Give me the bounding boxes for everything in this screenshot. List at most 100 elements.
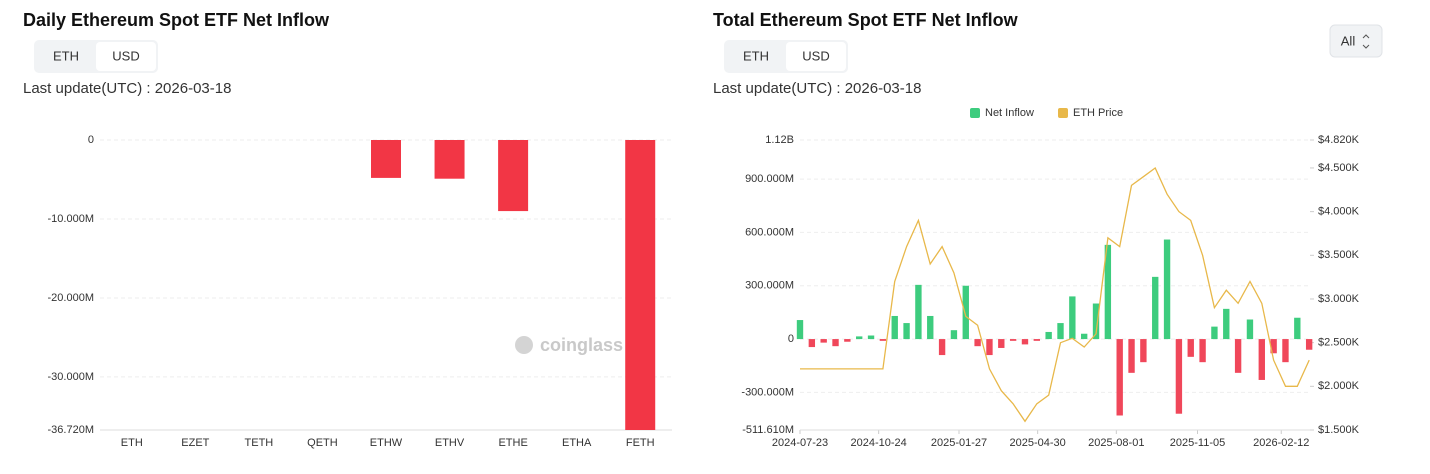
bar — [1152, 276, 1159, 340]
x-tick-label: TETH — [245, 437, 274, 449]
bar — [1234, 339, 1242, 373]
y-tick-label: 600.000M — [745, 226, 794, 238]
x-tick-label: ETHW — [370, 437, 403, 449]
bar — [796, 320, 804, 340]
bar — [1282, 339, 1289, 363]
bar — [1033, 339, 1041, 341]
line — [800, 167, 1310, 423]
legend-label: ETH Price — [1073, 107, 1123, 119]
bar — [938, 339, 946, 356]
bar — [927, 315, 934, 340]
y2-tick-label: $2.000K — [1318, 380, 1360, 392]
y-tick-label: 0 — [88, 134, 94, 146]
bar — [820, 339, 827, 343]
x-tick-label: ETHA — [562, 437, 592, 449]
y-tick-label: -30.000M — [48, 371, 94, 383]
y-tick-label: 300.000M — [745, 280, 794, 292]
last-update: Last update(UTC) : 2026-03-18 — [713, 80, 921, 97]
bar — [371, 140, 401, 178]
range-select[interactable] — [1329, 24, 1383, 58]
bar — [1092, 303, 1100, 340]
last-update: Last update(UTC) : 2026-03-18 — [23, 80, 231, 97]
legend-swatch — [1058, 108, 1068, 118]
x-tick-label: FETH — [626, 437, 655, 449]
bar — [998, 339, 1005, 348]
bar — [1211, 326, 1218, 340]
bar — [1104, 244, 1112, 340]
bar — [1045, 331, 1052, 340]
y2-tick-label: $4.500K — [1318, 162, 1360, 174]
bar — [1294, 317, 1301, 340]
x-tick-label: ETH — [121, 437, 143, 449]
bar — [1128, 339, 1135, 373]
x-tick-label: 2025-01-27 — [931, 437, 987, 449]
toggle-active — [96, 42, 156, 71]
bar — [879, 339, 887, 341]
bar — [434, 140, 465, 179]
chart-title: Total Ethereum Spot ETF Net Inflow — [713, 10, 1019, 30]
x-tick-label: QETH — [307, 437, 338, 449]
bar — [903, 323, 910, 340]
x-tick-label: ETHV — [435, 437, 465, 449]
bar — [891, 315, 898, 340]
chart-title: Daily Ethereum Spot ETF Net Inflow — [23, 10, 330, 30]
bar — [1187, 339, 1194, 357]
bar — [1021, 339, 1029, 345]
bar — [1140, 339, 1147, 363]
x-tick-label: 2024-07-23 — [772, 437, 828, 449]
bar — [867, 335, 875, 340]
toggle-eth[interactable]: ETH — [743, 48, 769, 63]
x-tick-label: EZET — [181, 437, 209, 449]
toggle-eth[interactable]: ETH — [53, 48, 79, 63]
x-tick-label: 2025-11-05 — [1170, 437, 1225, 449]
watermark-logo — [515, 336, 533, 354]
toggle-usd[interactable]: USD — [802, 48, 829, 63]
y-tick-label: -511.610M — [742, 424, 794, 436]
bar — [1305, 339, 1313, 350]
x-tick-label: 2024-10-24 — [851, 437, 907, 449]
bar — [1223, 308, 1230, 340]
bar — [1270, 339, 1277, 354]
bar — [832, 339, 839, 347]
watermark: coinglass — [540, 335, 623, 355]
y-tick-label: -20.000M — [48, 292, 94, 304]
y2-tick-label: $2.500K — [1318, 337, 1360, 349]
bar — [1246, 319, 1254, 340]
bar — [844, 339, 851, 342]
y-tick-label: -300.000M — [741, 386, 794, 398]
bar — [1163, 239, 1171, 340]
bar — [856, 336, 863, 340]
y-tick-label: -36.720M — [48, 424, 94, 436]
bar — [1080, 333, 1088, 340]
toggle-active — [786, 42, 846, 71]
x-tick-label: 2026-02-12 — [1253, 437, 1309, 449]
bar — [986, 339, 993, 356]
bar — [498, 140, 529, 212]
legend-label: Net Inflow — [985, 107, 1034, 119]
range-select-label: All — [1341, 33, 1356, 48]
y2-tick-label: $4.000K — [1318, 206, 1360, 218]
y-tick-label: 900.000M — [745, 173, 794, 185]
bar — [915, 284, 922, 340]
bar — [1258, 339, 1265, 380]
x-tick-label: ETHE — [498, 437, 527, 449]
bar — [808, 339, 816, 348]
legend-swatch — [970, 108, 980, 118]
bar — [1199, 339, 1206, 363]
y2-tick-label: $4.820K — [1318, 134, 1360, 146]
bar — [1009, 339, 1017, 341]
y-tick-label: -10.000M — [48, 213, 94, 225]
bar — [1057, 323, 1064, 340]
toggle-usd[interactable]: USD — [112, 48, 139, 63]
select-icon — [1362, 34, 1370, 49]
bar — [962, 285, 969, 340]
y2-tick-label: $3.000K — [1318, 293, 1360, 305]
x-tick-label: 2025-04-30 — [1010, 437, 1066, 449]
bar — [1175, 339, 1183, 414]
bar — [625, 140, 656, 430]
y2-tick-label: $3.500K — [1318, 249, 1360, 261]
y-tick-label: 0 — [788, 333, 794, 345]
y2-tick-label: $1.500K — [1318, 424, 1360, 436]
bar — [1069, 296, 1076, 340]
